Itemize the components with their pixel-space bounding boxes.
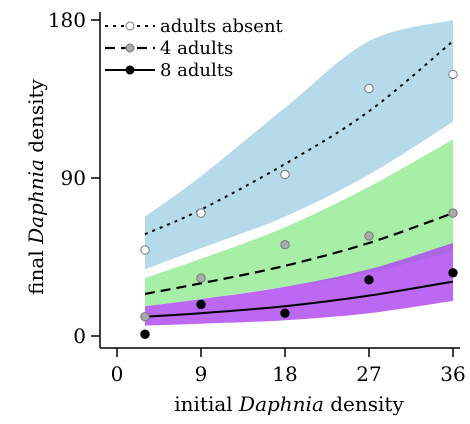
fit-line-adults-absent xyxy=(144,40,454,236)
fit-lines xyxy=(144,40,454,318)
legend-marker-adults-absent xyxy=(125,21,135,31)
point-8-adults xyxy=(280,308,290,318)
point-adults-absent xyxy=(448,69,458,80)
x-tick-label: 9 xyxy=(195,362,208,386)
data-points xyxy=(140,69,458,339)
x-tick-label: 36 xyxy=(440,362,465,386)
legend-label-4-adults: 4 adults xyxy=(160,38,233,59)
legend-marker-4-adults xyxy=(125,43,135,53)
fit-line-8-adults xyxy=(144,280,454,318)
point-adults-absent xyxy=(280,169,290,180)
legend-label-8-adults: 8 adults xyxy=(160,60,233,81)
point-8-adults xyxy=(196,299,206,310)
fit-line-4-adults xyxy=(144,212,454,295)
confidence-bands xyxy=(145,20,453,326)
x-tick-label: 0 xyxy=(111,362,124,386)
point-4-adults xyxy=(196,273,206,283)
legend-label-adults-absent: adults absent xyxy=(160,16,284,37)
point-8-adults xyxy=(140,329,150,339)
y-tick-label: 90 xyxy=(61,166,86,190)
x-tick-label: 18 xyxy=(272,362,297,386)
point-adults-absent xyxy=(364,83,374,94)
point-4-adults xyxy=(448,208,458,218)
point-4-adults xyxy=(140,311,150,322)
point-4-adults xyxy=(280,240,290,250)
band-8-adults xyxy=(145,243,453,326)
legend-marker-8-adults xyxy=(125,65,135,75)
band-adults-absent xyxy=(145,20,453,270)
y-tick-label: 0 xyxy=(73,324,86,348)
axes xyxy=(99,12,460,349)
point-4-adults xyxy=(364,231,374,241)
point-8-adults xyxy=(364,275,374,285)
point-adults-absent xyxy=(196,208,206,218)
ticks: 0 9 18 27 36 0 90 180 xyxy=(48,8,466,386)
x-tick-label: 27 xyxy=(356,362,381,386)
point-adults-absent xyxy=(140,245,150,255)
point-8-adults xyxy=(448,268,458,278)
band-4-adults xyxy=(145,139,453,307)
y-tick-label: 180 xyxy=(48,8,86,32)
y-axis-title: final Daphnia density xyxy=(24,78,48,294)
x-axis-title: initial Daphnia density xyxy=(174,392,404,416)
